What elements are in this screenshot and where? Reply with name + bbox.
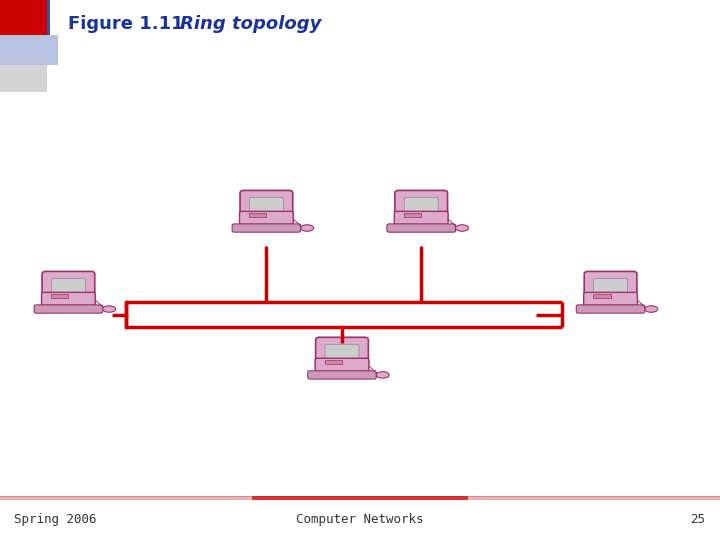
FancyBboxPatch shape <box>34 305 103 313</box>
Bar <box>0 0 47 35</box>
Ellipse shape <box>456 225 469 231</box>
FancyBboxPatch shape <box>42 272 95 304</box>
Bar <box>51 294 68 299</box>
FancyBboxPatch shape <box>395 191 448 223</box>
Text: 25: 25 <box>690 513 706 526</box>
Bar <box>0 496 720 500</box>
FancyBboxPatch shape <box>315 338 369 370</box>
FancyBboxPatch shape <box>584 272 637 304</box>
FancyBboxPatch shape <box>307 371 377 379</box>
FancyBboxPatch shape <box>232 224 301 232</box>
FancyBboxPatch shape <box>315 358 369 372</box>
Text: Ring topology: Ring topology <box>180 15 321 33</box>
FancyBboxPatch shape <box>51 279 86 297</box>
FancyBboxPatch shape <box>404 198 438 216</box>
FancyBboxPatch shape <box>42 292 95 306</box>
Bar <box>0 35 58 65</box>
Bar <box>47 0 50 35</box>
Ellipse shape <box>645 306 658 312</box>
Ellipse shape <box>301 225 314 231</box>
Bar <box>263 219 270 230</box>
Text: Computer Networks: Computer Networks <box>296 513 424 526</box>
FancyBboxPatch shape <box>325 345 359 363</box>
Bar <box>0 65 47 92</box>
Bar <box>607 300 614 310</box>
Bar <box>325 360 342 364</box>
FancyBboxPatch shape <box>387 224 456 232</box>
Ellipse shape <box>103 306 116 312</box>
Bar <box>404 213 421 218</box>
FancyBboxPatch shape <box>249 198 284 216</box>
Bar <box>249 213 266 218</box>
FancyBboxPatch shape <box>240 211 293 225</box>
FancyBboxPatch shape <box>584 292 637 306</box>
Bar <box>65 300 72 310</box>
Bar <box>252 496 468 500</box>
FancyBboxPatch shape <box>395 211 448 225</box>
FancyBboxPatch shape <box>240 191 293 223</box>
FancyBboxPatch shape <box>576 305 645 313</box>
Ellipse shape <box>377 372 390 378</box>
Text: Spring 2006: Spring 2006 <box>14 513 97 526</box>
Bar <box>593 294 611 299</box>
Bar <box>418 219 425 230</box>
Bar <box>338 366 346 376</box>
Text: Figure 1.11: Figure 1.11 <box>68 15 184 33</box>
FancyBboxPatch shape <box>593 279 628 297</box>
